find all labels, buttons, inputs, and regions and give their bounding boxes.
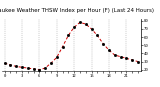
Text: Milwaukee Weather THSW Index per Hour (F) (Last 24 Hours): Milwaukee Weather THSW Index per Hour (F… (0, 8, 154, 13)
